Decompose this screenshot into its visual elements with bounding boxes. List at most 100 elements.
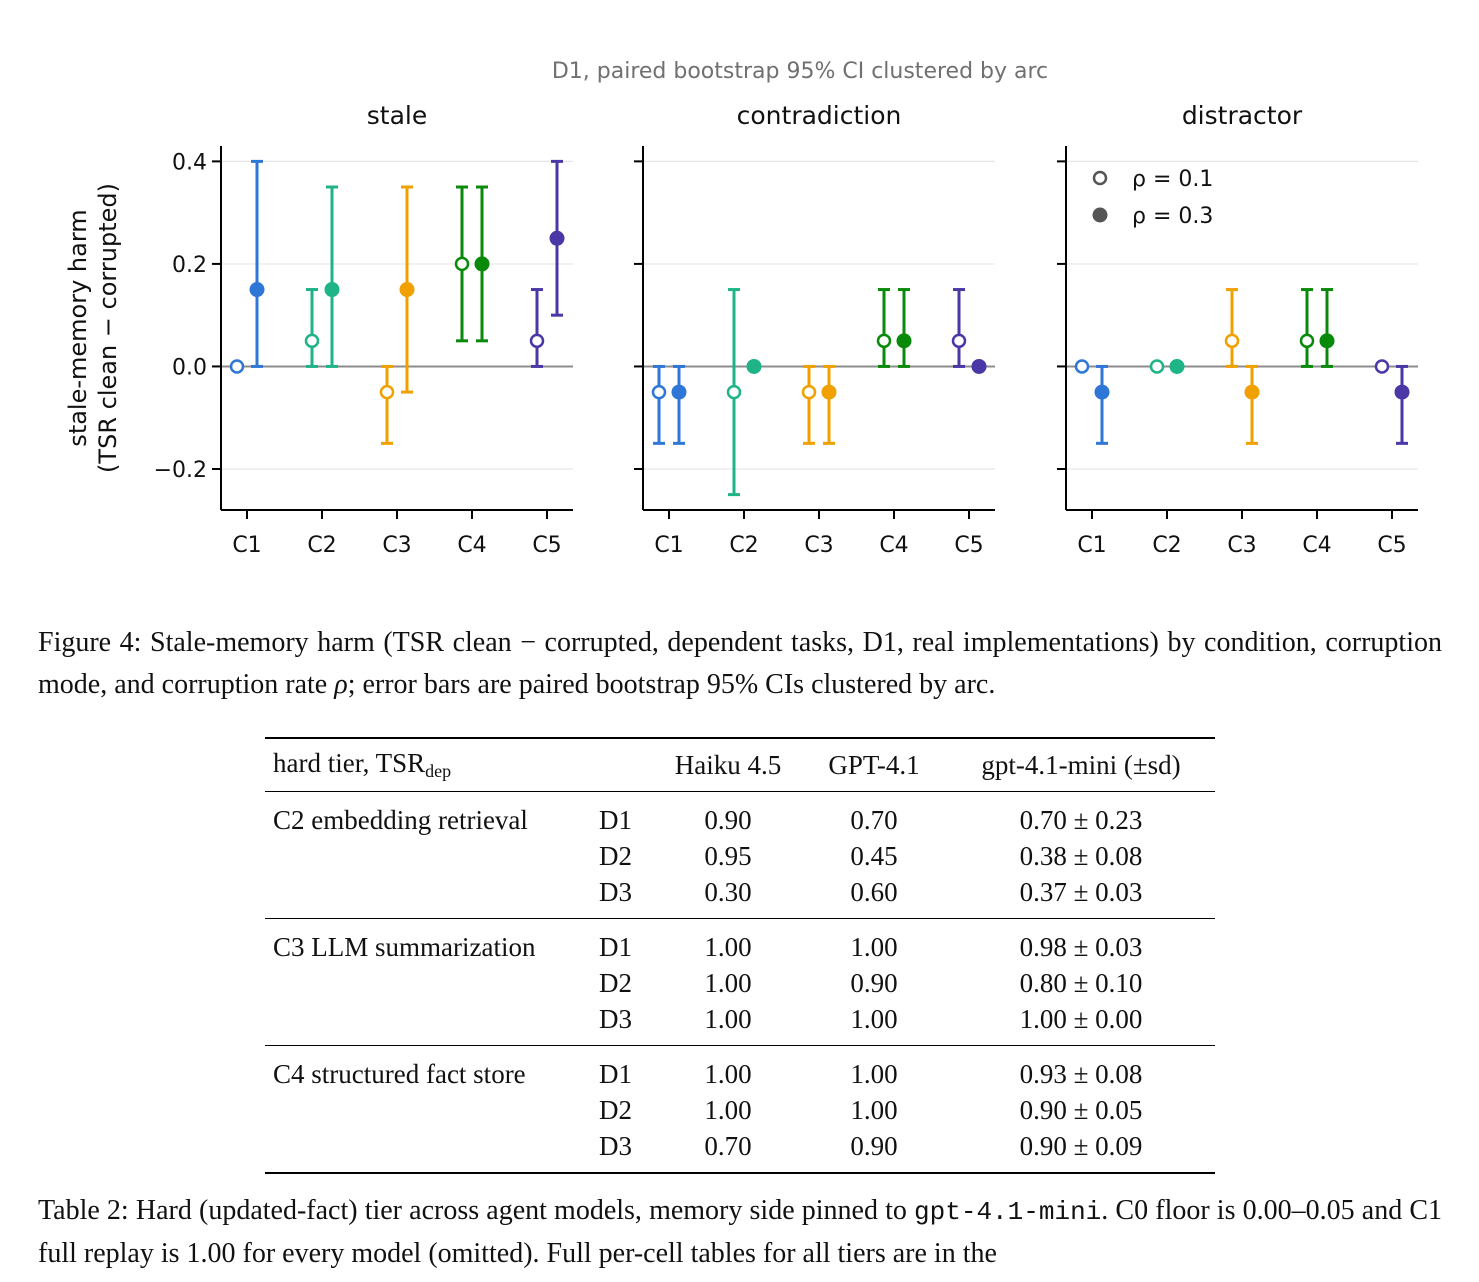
gpt41-cell: 1.00 (801, 1001, 947, 1046)
table-row: D2 1.00 1.00 0.90 ± 0.05 (265, 1092, 1215, 1128)
gpt41-cell: 0.60 (801, 874, 947, 919)
mini-cell: 0.93 ± 0.08 (1019, 1058, 1143, 1089)
figure-caption-text-end: ; error bars are paired bootstrap 95% CI… (347, 669, 996, 700)
data-point (1394, 384, 1410, 400)
legend-marker (1092, 170, 1108, 186)
legend-marker (1092, 207, 1108, 223)
mini-cell: 0.98 ± 0.03 (1019, 931, 1143, 962)
data-point (229, 359, 245, 374)
setting-cell: D2 (599, 1094, 632, 1125)
data-point (249, 282, 265, 298)
haiku-cell: 1.00 (704, 1058, 752, 1089)
mini-cell: 0.90 ± 0.05 (1019, 1094, 1143, 1125)
table-header-mini: gpt-4.1-mini (±sd) (947, 737, 1215, 792)
data-point (454, 256, 470, 272)
figure-caption: Figure 4: Stale-memory harm (TSR clean −… (38, 622, 1442, 706)
data-point (324, 282, 340, 298)
gpt41-cell: 0.90 (801, 1128, 947, 1174)
series-rho-0.1 (1074, 288, 1390, 374)
data-point (1374, 359, 1390, 374)
data-point (801, 384, 817, 400)
table-row: C2 embedding retrieval D1 0.90 0.70 0.70… (265, 792, 1215, 839)
table-header-title: hard tier, TSRdep (265, 737, 591, 792)
figure-4-chart: D1, paired bootstrap 95% CI clustered by… (64, 59, 1418, 558)
series-rho-0.3 (249, 159, 565, 394)
haiku-cell: 1.00 (704, 967, 752, 998)
data-point (1299, 333, 1315, 349)
figure-caption-label: Figure 4: (38, 627, 142, 658)
table-row: D3 0.30 0.60 0.37 ± 0.03 (265, 874, 1215, 919)
data-point (474, 256, 490, 272)
panel-distractor: distractor C1 C2 C3 C4 C5 ρ = 0.1 ρ = 0.3 (1057, 101, 1418, 558)
gpt41-cell: 0.90 (850, 967, 898, 998)
group-name: C3 LLM summarization (273, 931, 536, 962)
x-tick-label: C4 (879, 533, 908, 558)
x-tick-label: C4 (1302, 533, 1331, 558)
results-table: hard tier, TSRdep Haiku 4.5 GPT-4.1 gpt-… (265, 737, 1215, 1174)
setting-cell: D1 (599, 1058, 632, 1089)
data-point (971, 358, 987, 374)
mini-cell: 1.00 ± 0.00 (947, 1001, 1215, 1046)
legend-label: ρ = 0.1 (1132, 167, 1213, 192)
mini-cell: 0.80 ± 0.10 (1019, 967, 1143, 998)
table-caption-label: Table 2: (38, 1195, 129, 1226)
series-rho-0.3 (671, 288, 987, 445)
y-tick-label: −0.2 (154, 458, 207, 483)
group-name: C2 embedding retrieval (273, 804, 528, 835)
data-point (399, 282, 415, 298)
gpt41-cell: 1.00 (850, 931, 898, 962)
group-name: C4 structured fact store (273, 1058, 526, 1089)
x-tick-label: C5 (532, 533, 561, 558)
series-rho-0.1 (651, 288, 967, 497)
data-point (1169, 358, 1185, 374)
data-point (951, 333, 967, 349)
setting-cell: D3 (591, 874, 655, 919)
data-point (726, 384, 742, 400)
x-tick-label: C5 (954, 533, 983, 558)
data-point (1244, 384, 1260, 400)
legend-label: ρ = 0.3 (1132, 204, 1213, 229)
haiku-cell: 1.00 (704, 1094, 752, 1125)
table-row: D2 0.95 0.45 0.38 ± 0.08 (265, 838, 1215, 874)
table-caption: Table 2: Hard (updated-fact) tier across… (38, 1190, 1442, 1275)
setting-cell: D3 (591, 1128, 655, 1174)
haiku-cell: 1.00 (704, 931, 752, 962)
data-point (1224, 333, 1240, 349)
data-point (1074, 359, 1090, 374)
panel-title: contradiction (737, 101, 902, 130)
table-row: D3 0.70 0.90 0.90 ± 0.09 (265, 1128, 1215, 1174)
table-caption-text-end: . C0 floor is 0.00–0.05 and C1 full repl… (38, 1195, 1443, 1269)
x-tick-label: C3 (1227, 533, 1256, 558)
data-point (529, 333, 545, 349)
y-tick-label: 0.4 (172, 150, 207, 175)
x-tick-label: C1 (232, 533, 261, 558)
panel-stale: stale −0.2 0.0 0.2 0.4 C1 C2 C3 C4 C5 (154, 101, 573, 558)
figure-suptitle: D1, paired bootstrap 95% CI clustered by… (552, 59, 1048, 84)
y-axis-label-line1: stale-memory harm (64, 209, 92, 446)
x-tick-label: C2 (307, 533, 336, 558)
data-point (1319, 333, 1335, 349)
gpt41-cell: 0.70 (850, 804, 898, 835)
setting-cell: D2 (599, 967, 632, 998)
data-point (379, 384, 395, 400)
gpt41-cell: 0.45 (850, 840, 898, 871)
panel-title: distractor (1182, 101, 1303, 130)
data-point (876, 333, 892, 349)
table-header-blank (591, 737, 655, 792)
y-tick-label: 0.2 (172, 253, 207, 278)
data-point (896, 333, 912, 349)
table-row: D3 1.00 1.00 1.00 ± 0.00 (265, 1001, 1215, 1046)
y-axis-label-line2: (TSR clean − corrupted) (94, 183, 122, 473)
table-header-haiku: Haiku 4.5 (655, 737, 801, 792)
setting-cell: D3 (591, 1001, 655, 1046)
panel-title: stale (367, 101, 427, 130)
setting-cell: D2 (599, 840, 632, 871)
haiku-cell: 0.30 (655, 874, 801, 919)
table-header-gpt41: GPT-4.1 (801, 737, 947, 792)
mini-cell: 0.90 ± 0.09 (947, 1128, 1215, 1174)
table-row: C4 structured fact store D1 1.00 1.00 0.… (265, 1046, 1215, 1093)
haiku-cell: 0.90 (704, 804, 752, 835)
data-point (746, 358, 762, 374)
setting-cell: D1 (599, 804, 632, 835)
mini-cell: 0.70 ± 0.23 (1019, 804, 1143, 835)
